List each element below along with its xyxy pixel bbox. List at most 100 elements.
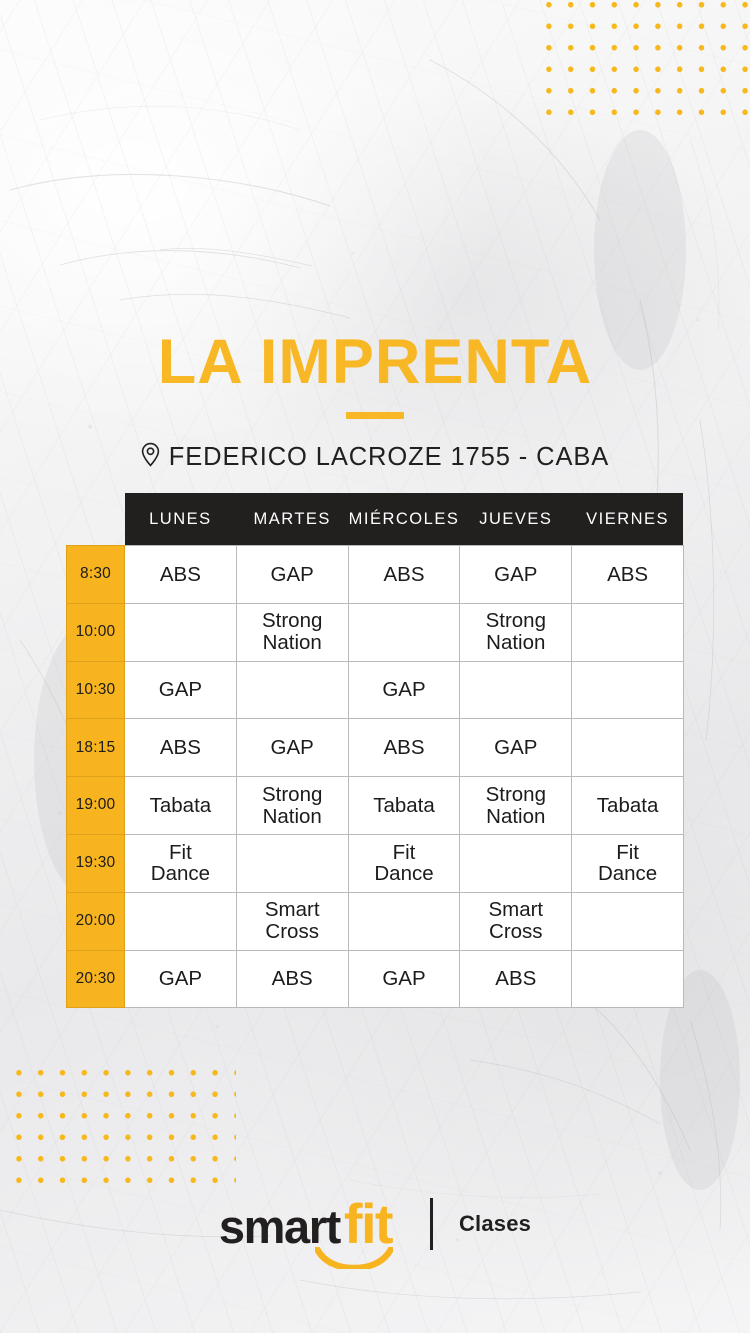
brand-word-smart: smart — [218, 1200, 341, 1253]
class-name: ABS — [271, 967, 313, 991]
table-row: 18:15 ABS GAP ABS GAP — [66, 718, 684, 778]
class-schedule-table: LUNES MARTES MIÉRCOLES JUEVES VIERNES 8:… — [66, 493, 684, 1009]
class-name: Strong Nation — [485, 782, 546, 828]
class-cell-empty — [571, 602, 684, 662]
time-cell: 19:30 — [66, 833, 125, 893]
class-name: Fit Dance — [150, 840, 211, 886]
class-cell: GAP — [124, 660, 237, 720]
class-cell: GAP — [347, 949, 461, 1009]
class-name: GAP — [382, 678, 426, 702]
class-name: ABS — [159, 562, 201, 586]
table-corner-blank — [67, 493, 125, 546]
title-underline-accent — [346, 412, 404, 420]
class-name: GAP — [382, 967, 426, 991]
class-name: GAP — [158, 967, 203, 991]
class-cell: Smart Cross — [459, 891, 573, 951]
schedule-body: 8:30 ABS GAP ABS GAP ABS 10:00 Strong Nation Stro… — [66, 545, 684, 1009]
table-row: 10:30 GAP GAP — [66, 660, 684, 720]
schedule-header-row: LUNES MARTES MIÉRCOLES JUEVES VIERNES — [67, 493, 684, 546]
dot-grid-top-right-icon — [538, 0, 750, 116]
brand-word-fit: fit — [343, 1192, 394, 1255]
class-cell-empty — [459, 660, 573, 720]
class-name: ABS — [607, 562, 649, 586]
class-name: GAP — [494, 735, 538, 759]
class-cell-empty — [459, 833, 573, 893]
class-cell: Strong Nation — [235, 602, 349, 662]
column-header-martes: MARTES — [236, 493, 349, 546]
venue-address: FEDERICO LACROZE 1755 - CABA — [168, 442, 610, 471]
time-cell: 19:00 — [66, 776, 125, 835]
class-cell-empty — [571, 660, 684, 720]
class-name: Smart Cross — [264, 898, 320, 944]
class-cell: Strong Nation — [459, 776, 573, 835]
class-name: Strong Nation — [261, 609, 323, 655]
class-cell: GAP — [347, 660, 461, 720]
class-name: GAP — [270, 735, 314, 759]
table-row: 8:30 ABS GAP ABS GAP ABS — [66, 545, 684, 604]
class-cell: ABS — [459, 949, 573, 1009]
poster-headline: LA IMPRENTA FEDERICO LACROZE 1755 - CABA — [0, 330, 750, 472]
class-name: GAP — [158, 678, 203, 702]
class-cell: Tabata — [347, 776, 461, 835]
class-cell-empty — [235, 833, 349, 893]
class-name: GAP — [270, 562, 314, 586]
table-row: 19:30 Fit Dance Fit Dance Fit Dance — [66, 833, 684, 893]
class-name: Strong Nation — [485, 609, 546, 655]
class-cell: ABS — [124, 718, 237, 778]
footer-branding: smart fit Clases — [0, 1192, 750, 1272]
class-cell: ABS — [571, 545, 684, 604]
class-cell: Fit Dance — [571, 833, 684, 893]
table-row: 19:00 Tabata Strong Nation Tabata Strong Natio… — [66, 776, 684, 835]
venue-address-row: FEDERICO LACROZE 1755 - CABA — [0, 442, 750, 472]
time-cell: 20:30 — [66, 949, 125, 1009]
class-name: GAP — [494, 562, 538, 586]
class-cell-empty — [124, 891, 237, 951]
class-name: Smart Cross — [488, 898, 544, 944]
class-name: ABS — [159, 735, 201, 759]
class-cell: ABS — [124, 545, 237, 604]
table-row: 10:00 Strong Nation Strong Nation — [66, 602, 684, 662]
smile-swoosh-icon — [313, 1245, 395, 1272]
logo-divider — [429, 1198, 433, 1250]
location-pin-icon — [141, 442, 160, 472]
time-cell: 20:00 — [66, 891, 125, 951]
smartfit-logo: smart fit — [218, 1192, 395, 1272]
class-cell: ABS — [235, 949, 349, 1009]
class-cell: ABS — [347, 718, 461, 778]
class-cell-empty — [571, 949, 684, 1009]
class-cell-empty — [571, 718, 684, 778]
class-name: ABS — [383, 735, 425, 759]
class-cell: Strong Nation — [235, 776, 349, 835]
class-name: Tabata — [149, 793, 212, 817]
dot-grid-bottom-left-icon — [8, 1062, 236, 1188]
class-cell: Tabata — [571, 776, 684, 835]
table-row: 20:00 Smart Cross Smart Cross — [66, 891, 684, 951]
class-cell: Tabata — [124, 776, 237, 835]
class-cell: GAP — [235, 718, 349, 778]
class-name: Fit Dance — [597, 840, 658, 886]
class-name: Tabata — [596, 793, 659, 817]
time-cell: 10:30 — [66, 660, 125, 720]
class-name: Strong Nation — [261, 782, 323, 828]
class-cell: GAP — [235, 545, 349, 604]
class-cell: Strong Nation — [459, 602, 573, 662]
class-cell-empty — [124, 602, 237, 662]
column-header-jueves: JUEVES — [459, 493, 572, 546]
table-row: 20:30 GAP ABS GAP ABS — [66, 949, 684, 1009]
class-name: Fit Dance — [374, 840, 434, 886]
column-header-lunes: LUNES — [124, 493, 237, 546]
column-header-miercoles: MIÉRCOLES — [348, 493, 460, 546]
class-cell: GAP — [459, 545, 573, 604]
class-name: ABS — [383, 562, 425, 586]
class-cell-empty — [235, 660, 349, 720]
class-cell-empty — [347, 891, 461, 951]
class-cell-empty — [347, 602, 461, 662]
time-cell: 18:15 — [66, 718, 125, 778]
page-title: LA IMPRENTA — [157, 327, 593, 397]
time-cell: 8:30 — [66, 545, 125, 604]
class-cell-empty — [571, 891, 684, 951]
class-name: Tabata — [373, 793, 435, 817]
class-cell: Fit Dance — [347, 833, 461, 893]
class-cell: GAP — [459, 718, 573, 778]
